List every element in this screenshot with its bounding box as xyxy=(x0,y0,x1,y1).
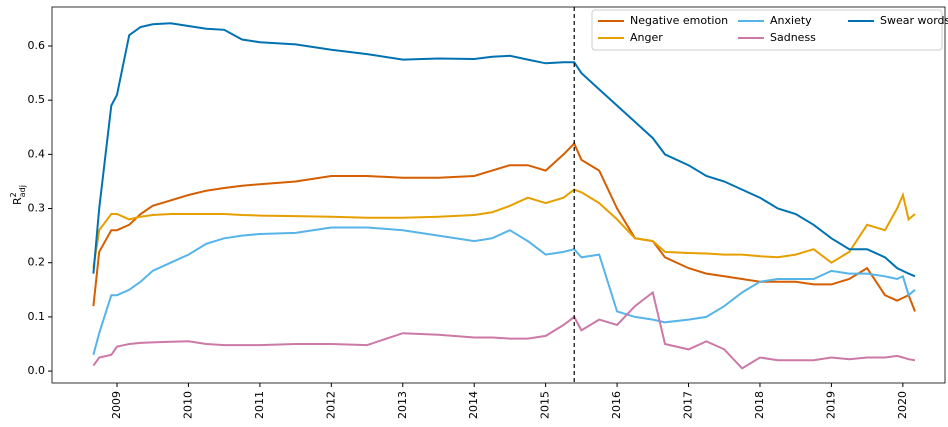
series-line xyxy=(92,188,916,269)
x-tick-label: 2009 xyxy=(110,391,123,419)
x-tick-label: 2013 xyxy=(396,391,409,419)
series-line xyxy=(92,290,916,370)
legend: Negative emotion Anger Anxiety Sadness Swear… xyxy=(591,9,948,51)
series-line xyxy=(92,141,916,312)
plot-frame xyxy=(51,6,946,384)
legend-label: Anxiety xyxy=(770,14,812,27)
legend-label: Swear words xyxy=(880,14,948,27)
x-tick-label: 2016 xyxy=(610,391,623,419)
y-tick-label: 0.5 xyxy=(28,93,46,106)
x-tick-label: 2019 xyxy=(824,391,837,419)
x-tick-label: 2014 xyxy=(467,391,480,419)
y-tick-label: 0.0 xyxy=(28,364,46,377)
legend-label: Negative emotion xyxy=(630,14,728,27)
series-line xyxy=(92,22,916,278)
x-tick-label: 2018 xyxy=(753,391,766,419)
y-tick-label: 0.4 xyxy=(28,147,46,160)
series-line xyxy=(92,226,916,356)
x-tick-label: 2012 xyxy=(324,391,337,419)
y-axis-label: R2adj xyxy=(9,185,27,205)
x-tick-label: 2015 xyxy=(539,391,552,419)
y-tick-label: 0.1 xyxy=(28,310,46,323)
x-tick-label: 2020 xyxy=(896,391,909,419)
legend-label: Anger xyxy=(630,31,663,44)
y-tick-label: 0.6 xyxy=(28,39,46,52)
y-tick-label: 0.3 xyxy=(28,202,46,215)
legend-label: Sadness xyxy=(770,31,816,44)
x-tick-label: 2017 xyxy=(682,391,695,419)
x-tick-label: 2011 xyxy=(253,391,266,419)
x-tick-label: 2010 xyxy=(181,391,194,419)
y-tick-label: 0.2 xyxy=(28,256,46,269)
